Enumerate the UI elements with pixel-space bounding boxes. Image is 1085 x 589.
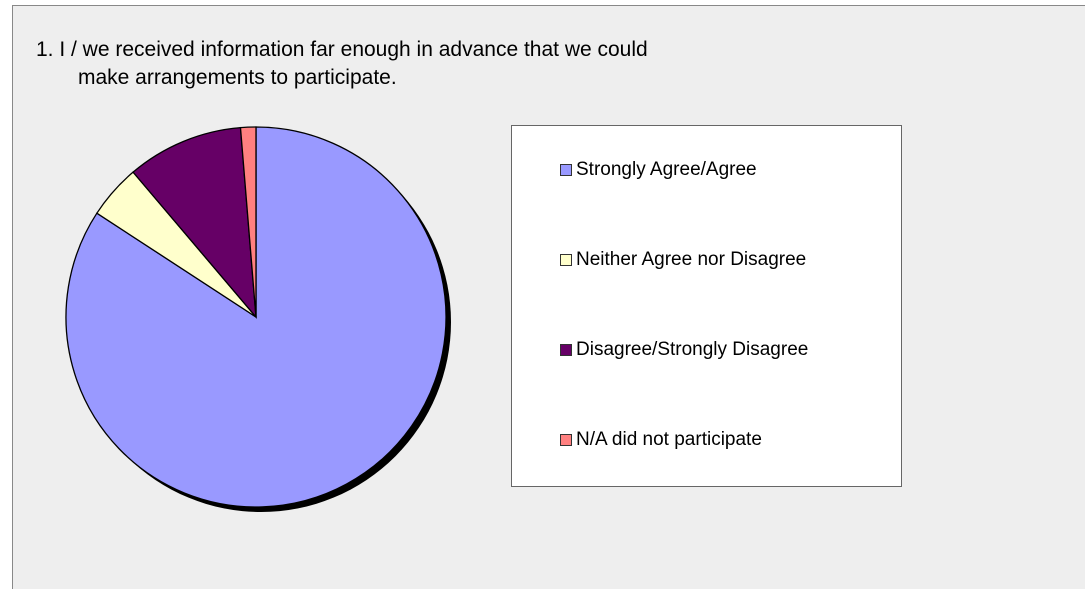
legend-label: Disagree/Strongly Disagree bbox=[576, 339, 809, 360]
legend-swatch bbox=[560, 164, 572, 176]
legend-item: Strongly Agree/Agree bbox=[560, 159, 757, 181]
legend-label: Strongly Agree/Agree bbox=[576, 159, 757, 180]
legend: Strongly Agree/Agree Neither Agree nor Di… bbox=[511, 125, 902, 487]
legend-item: Neither Agree nor Disagree bbox=[560, 249, 806, 271]
chart-title: make arrangements to participate. bbox=[78, 66, 397, 89]
legend-item: Disagree/Strongly Disagree bbox=[560, 339, 808, 361]
legend-label: N/A did not participate bbox=[576, 429, 762, 450]
legend-label: Neither Agree nor Disagree bbox=[576, 249, 807, 270]
legend-swatch bbox=[560, 254, 572, 266]
pie-chart bbox=[65, 126, 451, 512]
pie-slice bbox=[132, 126, 257, 319]
pie-slice bbox=[239, 126, 257, 318]
legend-item: N/A did not participate bbox=[560, 429, 762, 451]
legend-swatch bbox=[560, 344, 572, 356]
legend-swatch bbox=[560, 434, 572, 446]
chart-title: 1. I / we received information far enoug… bbox=[36, 38, 648, 61]
